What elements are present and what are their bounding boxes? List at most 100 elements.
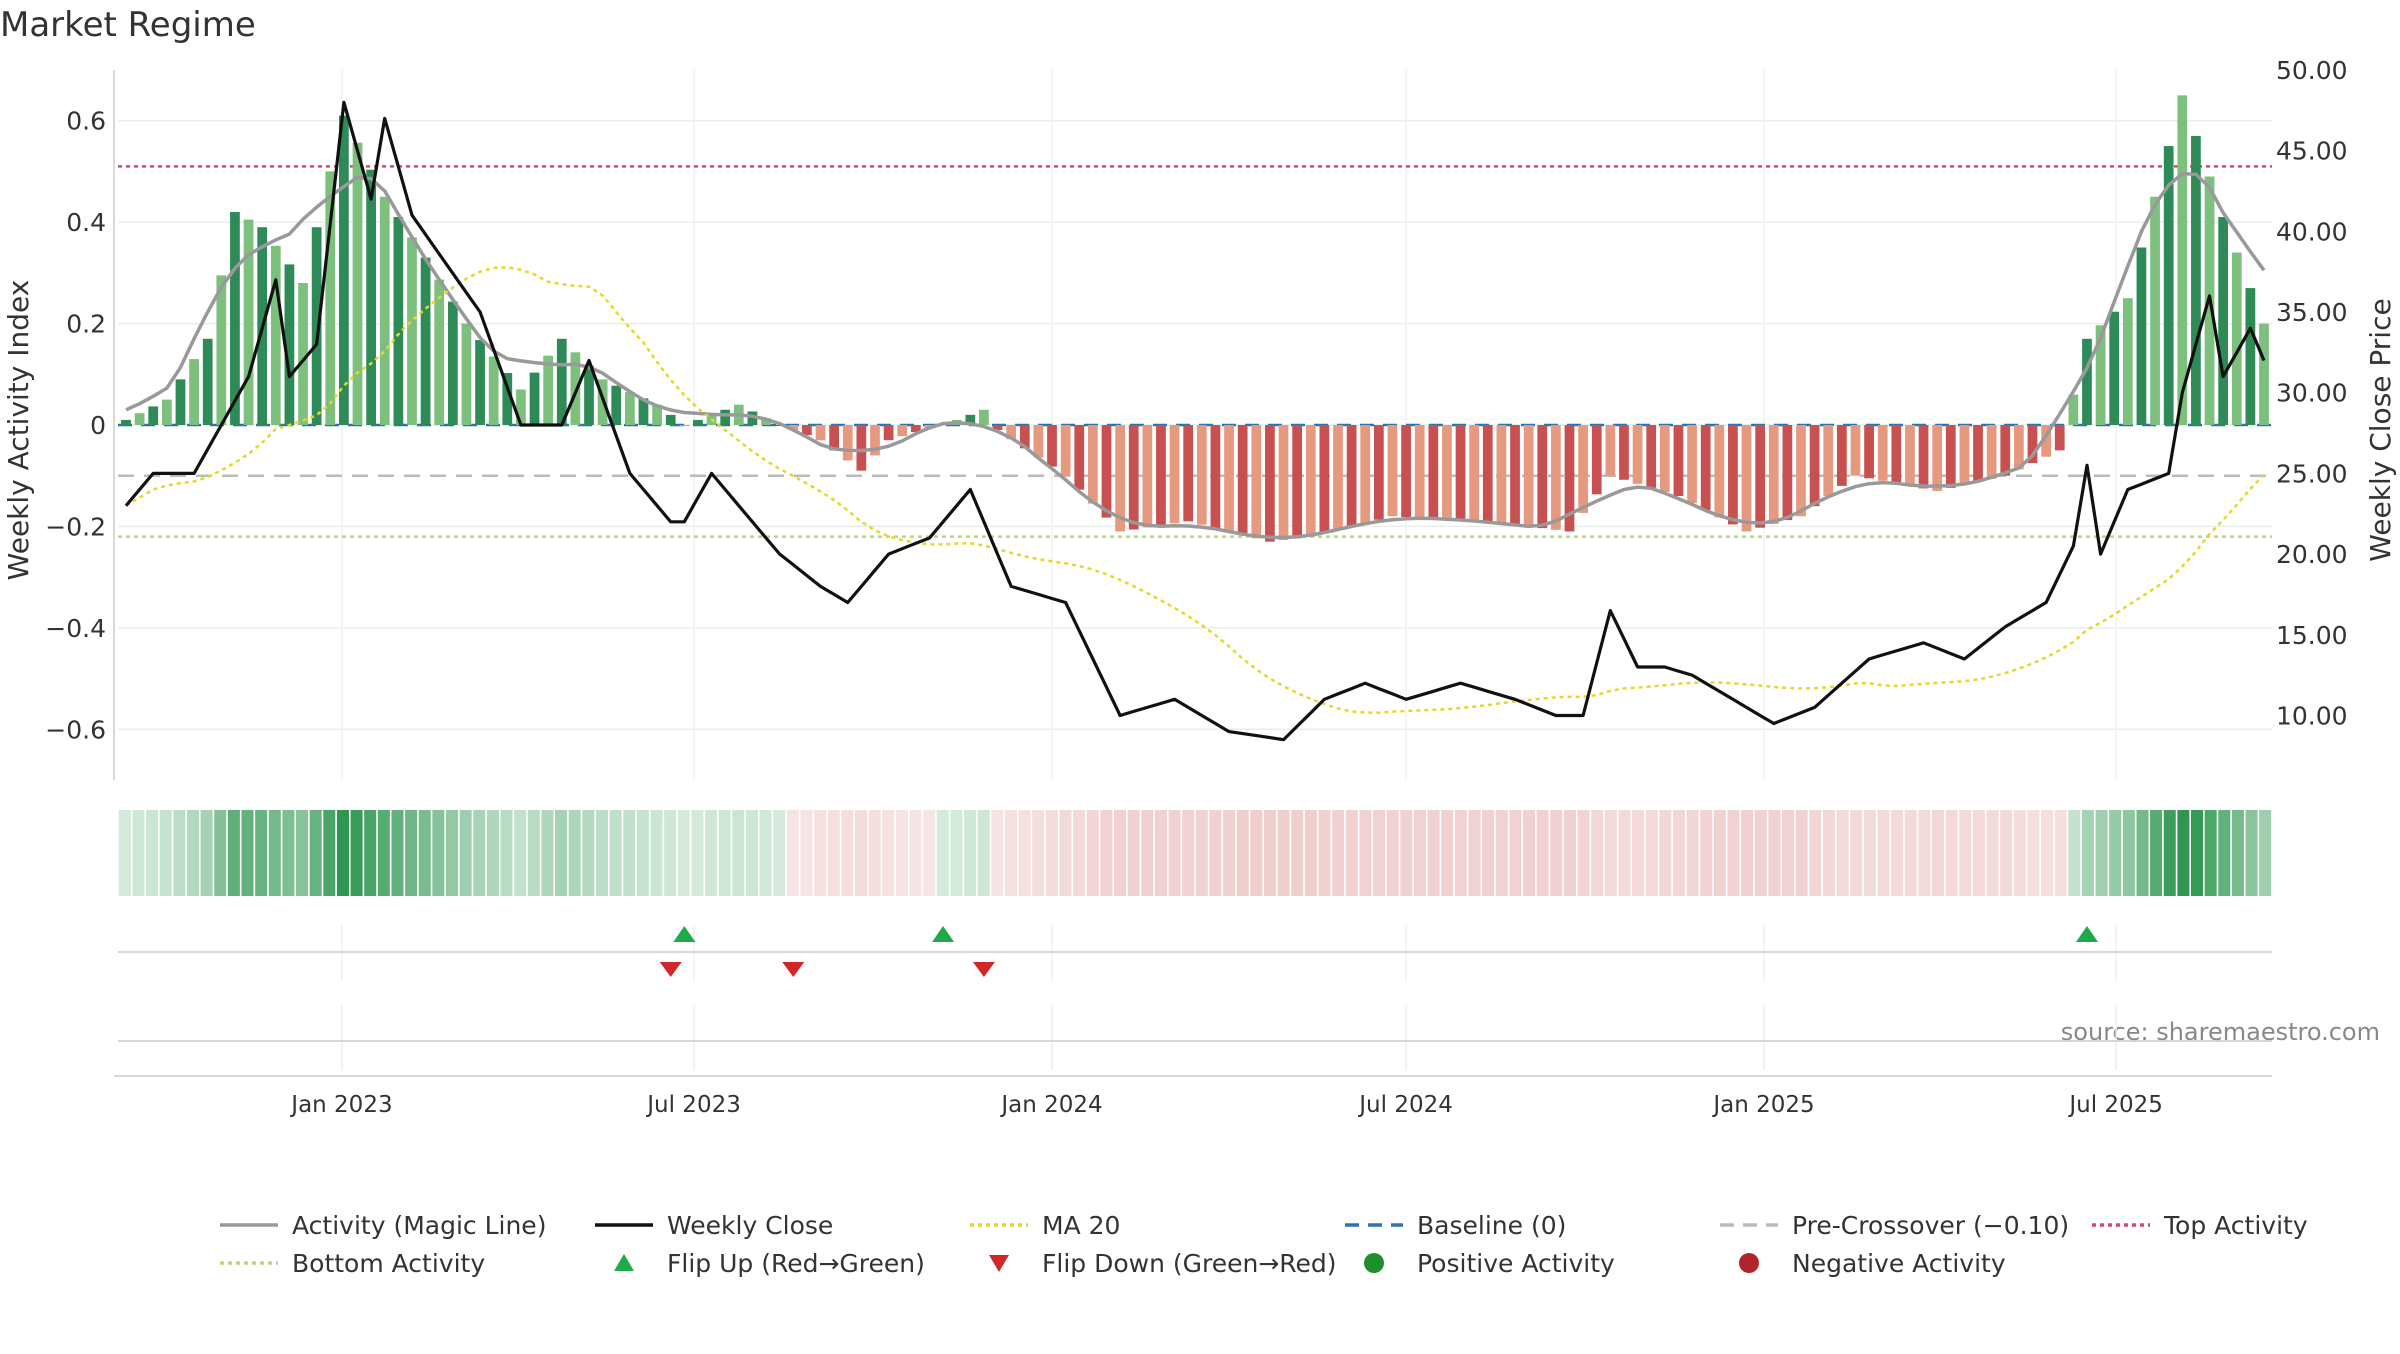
legend-label: Bottom Activity bbox=[292, 1249, 485, 1278]
regime-cell bbox=[1318, 810, 1331, 896]
activity-bar bbox=[1428, 425, 1439, 519]
regime-cell bbox=[1441, 810, 1454, 896]
regime-strip bbox=[118, 810, 2272, 896]
activity-bar bbox=[1782, 425, 1793, 521]
activity-bar bbox=[1905, 425, 1915, 486]
y-axis-right-label: Weekly Close Price bbox=[2364, 298, 2397, 561]
regime-cell bbox=[2095, 810, 2108, 896]
legend-label: Flip Down (Green→Red) bbox=[1042, 1249, 1337, 1278]
regime-cell bbox=[2122, 810, 2135, 896]
regime-cell bbox=[527, 810, 540, 896]
regime-cell bbox=[623, 810, 636, 896]
activity-bar bbox=[802, 425, 812, 436]
activity-bar bbox=[407, 237, 417, 425]
activity-bar bbox=[1591, 425, 1602, 495]
regime-cell bbox=[2081, 810, 2094, 896]
regime-cell bbox=[200, 810, 213, 896]
regime-cell bbox=[2231, 810, 2244, 896]
activity-bar bbox=[393, 217, 404, 425]
regime-cell bbox=[1045, 810, 1058, 896]
activity-bar bbox=[243, 219, 254, 425]
regime-cell bbox=[1373, 810, 1386, 896]
activity-bar bbox=[2177, 95, 2188, 425]
regime-cell bbox=[2245, 810, 2258, 896]
flip-down-marker bbox=[782, 962, 805, 977]
regime-cell bbox=[759, 810, 772, 896]
regime-cell bbox=[2109, 810, 2122, 896]
regime-cell bbox=[132, 810, 145, 896]
activity-bar bbox=[1619, 425, 1629, 480]
source-label: source: sharemaestro.com bbox=[2061, 1018, 2380, 1046]
activity-bar bbox=[1510, 425, 1520, 525]
activity-bar bbox=[1387, 425, 1398, 517]
ma20-series bbox=[125, 266, 2265, 714]
regime-cell bbox=[1250, 810, 1263, 896]
activity-bar bbox=[665, 414, 676, 425]
regime-cell bbox=[1809, 810, 1822, 896]
flip-down-marker bbox=[659, 962, 682, 977]
activity-bar bbox=[2054, 425, 2065, 451]
regime-cell bbox=[1495, 810, 1508, 896]
activity-bar bbox=[1401, 425, 1411, 518]
activity-bar bbox=[2109, 311, 2120, 425]
activity-bar bbox=[1319, 425, 1330, 534]
regime-cell bbox=[1891, 810, 1904, 896]
regime-cell bbox=[991, 810, 1004, 896]
y-tick-label-left: −0.4 bbox=[45, 614, 106, 643]
legend-swatch bbox=[989, 1255, 1009, 1272]
regime-cell bbox=[1114, 810, 1127, 896]
regime-cell bbox=[255, 810, 268, 896]
regime-cell bbox=[1618, 810, 1631, 896]
regime-cell bbox=[364, 810, 377, 896]
y-tick-label-left: 0.6 bbox=[66, 107, 106, 136]
activity-bar bbox=[1142, 425, 1153, 528]
legend-swatch bbox=[614, 1254, 634, 1271]
activity-bar bbox=[761, 418, 771, 425]
regime-cell bbox=[1850, 810, 1863, 896]
activity-bar bbox=[2136, 247, 2147, 425]
regime-cell bbox=[1672, 810, 1685, 896]
flip-up-marker bbox=[2075, 926, 2098, 942]
activity-bar bbox=[1006, 425, 1017, 440]
regime-cell bbox=[568, 810, 581, 896]
regime-cell bbox=[1468, 810, 1481, 896]
activity-bar bbox=[679, 425, 690, 426]
regime-cell bbox=[1032, 810, 1045, 896]
activity-bar bbox=[2231, 252, 2242, 425]
regime-cell bbox=[1195, 810, 1208, 896]
regime-cell bbox=[1591, 810, 1604, 896]
chart-title: Market Regime bbox=[0, 5, 256, 45]
activity-bar bbox=[1496, 425, 1507, 524]
activity-bar bbox=[1360, 425, 1371, 524]
regime-cell bbox=[705, 810, 718, 896]
regime-cell bbox=[977, 810, 990, 896]
activity-bar bbox=[366, 169, 376, 425]
regime-cell bbox=[2218, 810, 2231, 896]
activity-bar bbox=[1156, 425, 1166, 526]
legend-label: Top Activity bbox=[2163, 1211, 2308, 1240]
activity-bar bbox=[1305, 425, 1316, 537]
y-tick-label-left: −0.6 bbox=[45, 715, 106, 744]
legend-label: MA 20 bbox=[1042, 1211, 1120, 1240]
activity-bar bbox=[1973, 425, 1983, 482]
regime-cell bbox=[418, 810, 431, 896]
flip-up-marker bbox=[932, 926, 955, 942]
legend-label: Negative Activity bbox=[1792, 1249, 2006, 1278]
activity-bar bbox=[1741, 425, 1752, 532]
activity-bar bbox=[1251, 425, 1262, 539]
y-tick-label-right: 30.00 bbox=[2276, 379, 2348, 408]
regime-cell bbox=[1754, 810, 1767, 896]
activity-bar bbox=[910, 425, 921, 433]
regime-cell bbox=[1413, 810, 1426, 896]
activity-bar bbox=[475, 340, 485, 425]
regime-cell bbox=[296, 810, 309, 896]
regime-cell bbox=[473, 810, 486, 896]
activity-bar bbox=[1196, 425, 1207, 525]
y-tick-label-left: 0.4 bbox=[66, 208, 106, 237]
regime-cell bbox=[595, 810, 608, 896]
regime-cell bbox=[1877, 810, 1890, 896]
activity-bar bbox=[202, 338, 213, 425]
activity-bar bbox=[175, 379, 186, 425]
regime-cell bbox=[405, 810, 418, 896]
y-tick-label-right: 20.00 bbox=[2276, 540, 2348, 569]
